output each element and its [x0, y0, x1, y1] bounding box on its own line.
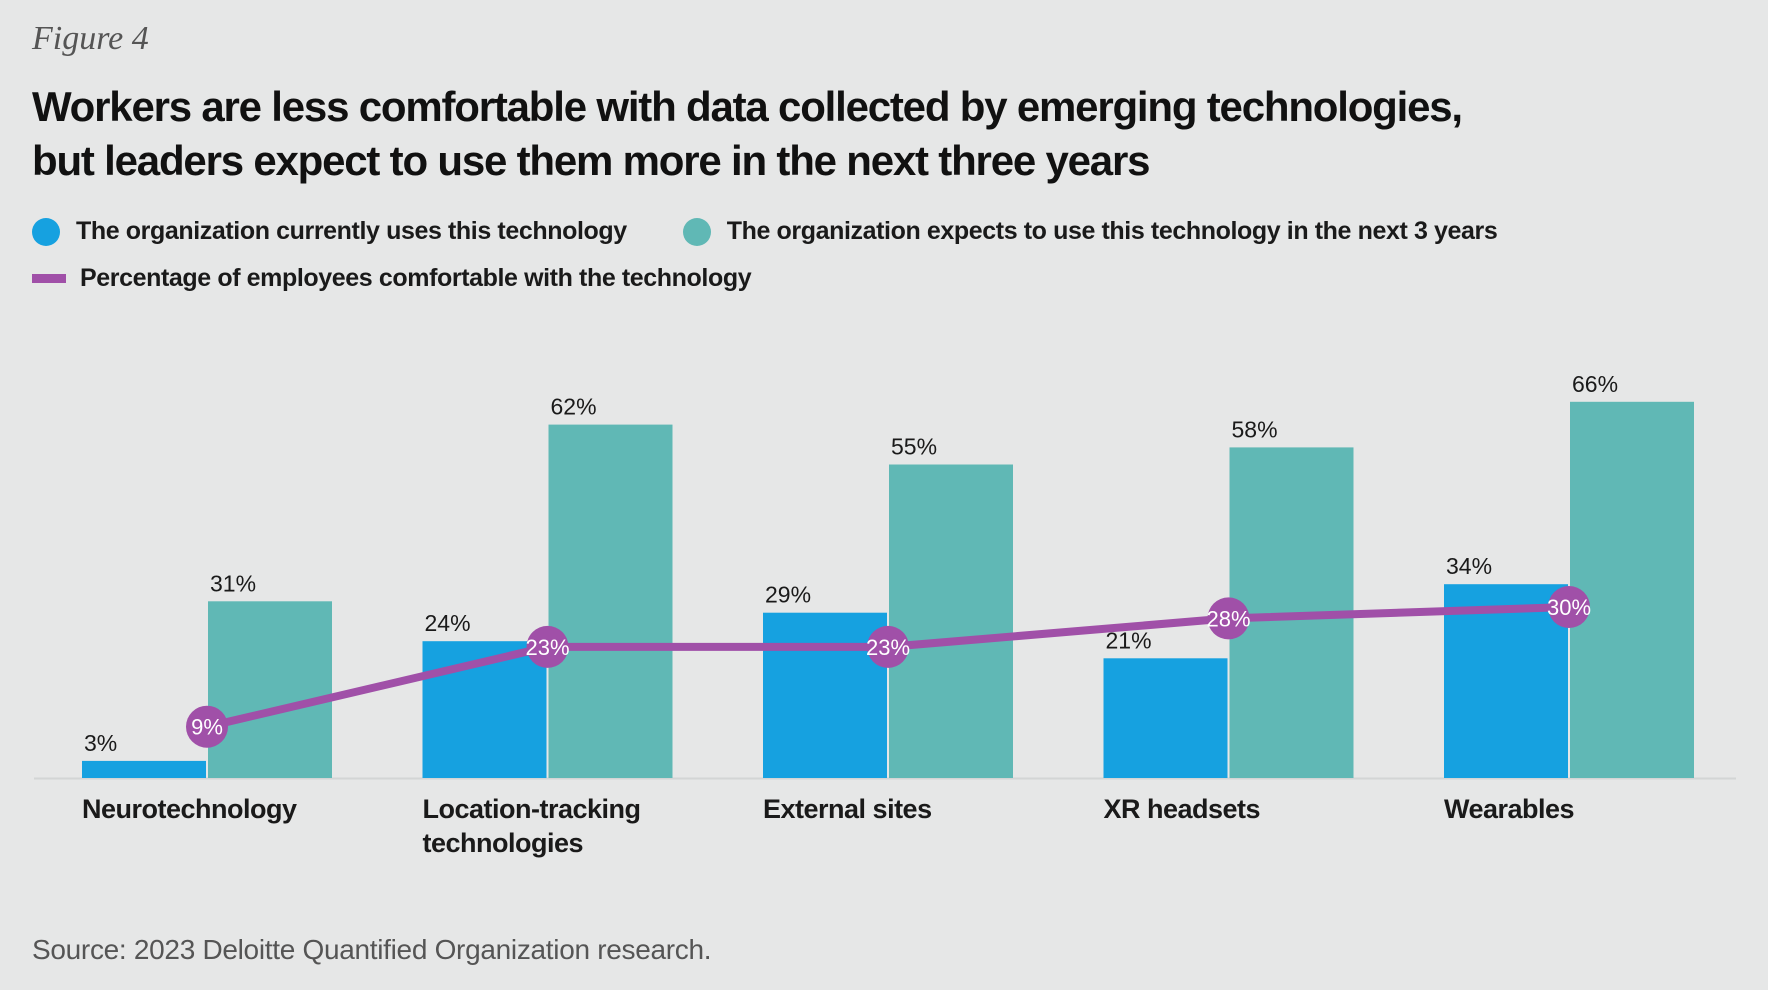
bar-label-current: 29%	[765, 582, 811, 608]
bar-expected	[889, 464, 1013, 778]
category-label: Wearables	[1444, 794, 1574, 824]
bar-current	[763, 612, 887, 778]
comfort-point-label: 23%	[866, 635, 910, 660]
figure-label: Figure 4	[32, 20, 149, 57]
chart-title-line-2: but leaders expect to use them more in t…	[32, 137, 1150, 184]
chart-plot: 3% 31% Neurotechnology 24% 62% Location-track…	[34, 371, 1736, 858]
legend-label-comfort: Percentage of employees comfortable with…	[80, 264, 752, 292]
comfort-point-label: 9%	[191, 715, 223, 740]
category-label: External sites	[763, 794, 932, 824]
comfort-point-label: 28%	[1206, 606, 1250, 631]
category-label: Location-tracking	[423, 794, 641, 824]
legend-swatch-comfort	[32, 274, 66, 283]
legend-label-current: The organization currently uses this tec…	[76, 217, 627, 245]
bar-label-expected: 66%	[1572, 371, 1618, 397]
legend-item-expected: The organization expects to use this tec…	[682, 217, 1498, 246]
comfort-point-label: 30%	[1547, 595, 1591, 620]
bar-label-expected: 58%	[1232, 416, 1278, 442]
bar-current	[1103, 658, 1228, 778]
legend-item-current: The organization currently uses this tec…	[32, 217, 627, 246]
legend-row-1: The organization currently uses this tec…	[32, 217, 1553, 246]
legend-item-comfort: Percentage of employees comfortable with…	[32, 264, 752, 293]
bar-label-expected: 31%	[210, 570, 256, 596]
chart-title-line-1: Workers are less comfortable with data c…	[32, 83, 1463, 130]
comfort-point	[1207, 597, 1250, 640]
legend-row-2: Percentage of employees comfortable with…	[32, 264, 807, 293]
chart-title: Workers are less comfortable with data c…	[32, 80, 1532, 188]
bar-label-current: 24%	[425, 610, 471, 636]
bar-current	[82, 760, 206, 778]
category-label: technologies	[423, 828, 584, 858]
legend-label-expected: The organization expects to use this tec…	[726, 217, 1498, 245]
bar-expected	[548, 424, 673, 778]
comfort-point-label: 23%	[525, 635, 569, 660]
comfort-point	[867, 625, 909, 668]
category-label: XR headsets	[1104, 794, 1261, 824]
bar-label-expected: 55%	[891, 434, 937, 460]
comfort-point	[526, 625, 569, 668]
comfort-point	[186, 705, 228, 748]
bar-label-current: 3%	[84, 730, 117, 756]
bar-label-expected: 62%	[551, 394, 597, 420]
source-note: Source: 2023 Deloitte Quantified Organiz…	[32, 934, 712, 965]
category-label: Neurotechnology	[82, 794, 297, 824]
legend-swatch-expected	[682, 217, 711, 246]
bar-expected	[208, 601, 332, 778]
bar-expected	[1570, 401, 1694, 778]
comfort-point	[1548, 586, 1590, 628]
bar-current	[1444, 584, 1568, 778]
bar-label-current: 34%	[1446, 553, 1492, 579]
legend-swatch-current	[32, 217, 60, 246]
